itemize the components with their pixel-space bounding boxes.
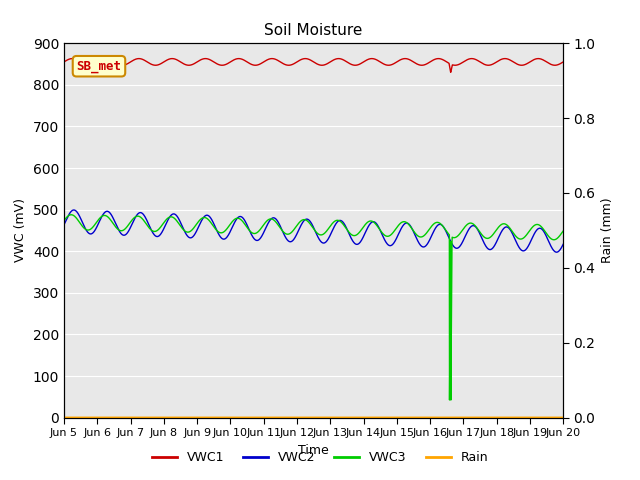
Legend: VWC1, VWC2, VWC3, Rain: VWC1, VWC2, VWC3, Rain xyxy=(147,446,493,469)
Text: SB_met: SB_met xyxy=(77,60,122,73)
Y-axis label: Rain (mm): Rain (mm) xyxy=(601,198,614,263)
X-axis label: Time: Time xyxy=(298,444,329,456)
Y-axis label: VWC (mV): VWC (mV) xyxy=(14,198,28,263)
Title: Soil Moisture: Soil Moisture xyxy=(264,23,363,38)
